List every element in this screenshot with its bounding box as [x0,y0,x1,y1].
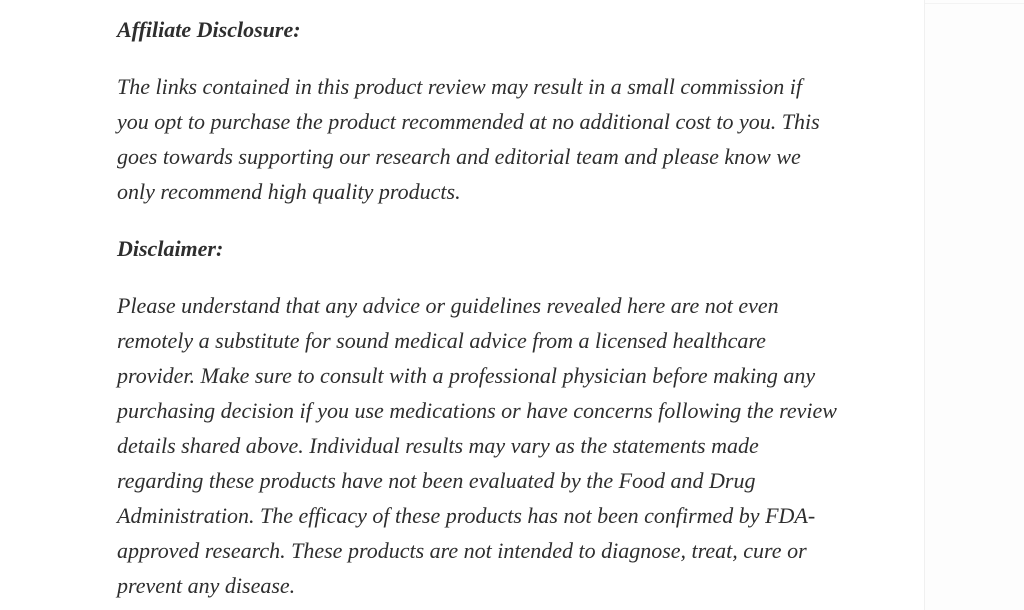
article-content: Affiliate Disclosure: The links containe… [117,0,925,610]
text-line: provider. Make sure to consult with a pr… [117,363,816,388]
text-line: you opt to purchase the product recommen… [117,109,820,134]
text-line: remotely a substitute for sound medical … [117,328,766,353]
disclaimer-paragraph: Please understand that any advice or gui… [117,288,924,603]
text-line: details shared above. Individual results… [117,433,759,458]
text-line: goes towards supporting our research and… [117,144,801,169]
text-line: prevent any disease. [117,573,296,598]
text-line: Please understand that any advice or gui… [117,293,779,318]
text-line: regarding these products have not been e… [117,468,756,493]
text-line: purchasing decision if you use medicatio… [117,398,837,423]
text-line: Administration. The efficacy of these pr… [117,503,816,528]
text-line: only recommend high quality products. [117,179,461,204]
affiliate-disclosure-paragraph: The links contained in this product revi… [117,69,924,209]
text-line: approved research. These products are no… [117,538,807,563]
affiliate-disclosure-heading: Affiliate Disclosure: [117,17,301,42]
disclaimer-heading: Disclaimer: [117,236,224,261]
text-line: The links contained in this product revi… [117,74,802,99]
